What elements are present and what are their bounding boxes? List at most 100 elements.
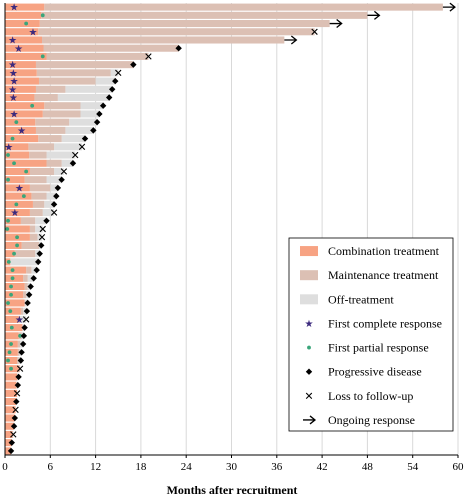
partial-response-marker <box>14 202 19 207</box>
ongoing-response-marker <box>284 35 298 45</box>
progressive-disease-marker <box>15 373 22 381</box>
progressive-disease-marker <box>96 110 103 118</box>
progressive-disease-marker <box>14 381 22 389</box>
combination-bar <box>5 430 13 438</box>
partial-response-marker <box>9 284 13 289</box>
complete-response-marker: ★ <box>8 60 17 71</box>
combination-bar <box>5 184 30 192</box>
maintenance-bar <box>29 167 55 176</box>
combination-bar <box>5 20 40 28</box>
progressive-disease-marker <box>43 217 50 224</box>
partial-response-marker <box>10 276 15 281</box>
maintenance-bar <box>29 209 43 217</box>
off-treatment-bar <box>46 176 62 184</box>
combination-bar <box>5 266 27 274</box>
loss-to-follow-up-marker <box>22 316 30 323</box>
progressive-disease-marker <box>13 398 20 405</box>
partial-response-marker <box>5 227 10 231</box>
maintenance-bar <box>18 315 21 323</box>
maintenance-bar <box>24 176 47 184</box>
maintenance-bar <box>42 110 81 118</box>
complete-response-marker: ★ <box>9 93 18 104</box>
progressive-disease-marker <box>20 332 28 340</box>
loss-to-follow-up-marker <box>39 225 46 233</box>
legend-frame <box>288 237 454 432</box>
complete-response-marker: ★ <box>4 142 13 153</box>
legend-swatch <box>300 246 318 257</box>
combination-bar <box>5 398 17 406</box>
progressive-disease-marker <box>58 176 65 183</box>
partial-response-marker <box>9 342 13 346</box>
off-treatment-bar <box>46 151 76 159</box>
loss-to-follow-up-marker <box>10 431 17 438</box>
loss-to-follow-up-marker <box>78 143 86 151</box>
maintenance-bar <box>38 28 315 36</box>
partial-response-marker <box>6 218 10 223</box>
progressive-disease-marker <box>19 340 27 348</box>
combination-bar <box>5 167 30 176</box>
maintenance-bar <box>35 85 66 93</box>
progressive-disease-marker <box>27 283 34 290</box>
combination-bar <box>5 44 44 52</box>
legend-swatch <box>300 270 318 281</box>
combination-bar <box>5 118 36 126</box>
complete-response-marker: ★ <box>9 68 18 79</box>
loss-to-follow-up-marker <box>50 209 58 216</box>
complete-response-marker: ★ <box>8 85 17 96</box>
progressive-disease-marker <box>8 439 15 446</box>
combination-bar <box>5 373 18 381</box>
maintenance-bar <box>46 52 149 60</box>
x-tick-label: 30 <box>226 461 238 473</box>
partial-response-marker <box>6 177 10 182</box>
maintenance-bar <box>35 61 134 69</box>
combination-bar <box>5 93 35 102</box>
x-tick-label: 48 <box>362 461 374 473</box>
partial-response-marker <box>6 301 10 305</box>
ongoing-response-marker <box>329 19 343 29</box>
maintenance-bar <box>20 307 24 315</box>
loss-to-follow-up-marker <box>60 168 68 175</box>
partial-response-marker <box>9 366 13 371</box>
maintenance-bar <box>29 233 38 241</box>
patient-bars <box>5 3 443 455</box>
legend: Combination treatment Maintenance treatme… <box>288 237 454 432</box>
maintenance-bar <box>41 11 368 19</box>
combination-bar <box>5 102 45 110</box>
legend-swatch <box>300 294 318 305</box>
loss-to-follow-up-marker <box>38 234 46 241</box>
combination-bar <box>5 217 21 225</box>
complete-response-marker: ★ <box>10 77 19 88</box>
maintenance-bar <box>21 241 39 249</box>
ongoing-response-marker <box>303 415 317 425</box>
event-markers: ★★★★★★★★★★★★★★★ <box>4 2 456 455</box>
off-treatment-bar <box>54 143 83 151</box>
combination-bar <box>5 250 15 258</box>
combination-bar <box>5 209 30 217</box>
partial-response-marker <box>18 333 22 338</box>
partial-response-marker <box>6 259 11 264</box>
x-tick-label: 60 <box>453 461 465 473</box>
off-treatment-bar <box>50 184 58 192</box>
loss-to-follow-up-marker <box>13 390 21 397</box>
off-treatment-bar <box>65 126 94 134</box>
partial-response-marker <box>15 243 19 248</box>
partial-response-marker <box>21 194 26 199</box>
progressive-disease-marker <box>36 250 43 257</box>
combination-bar <box>5 159 47 167</box>
maintenance-bar <box>41 36 285 44</box>
partial-response-marker <box>10 268 15 272</box>
off-treatment-bar <box>35 225 43 233</box>
off-treatment-bar <box>110 69 119 77</box>
progressive-disease-marker <box>99 102 107 109</box>
maintenance-bar <box>38 77 96 85</box>
maintenance-bar <box>43 44 179 52</box>
ongoing-response-marker <box>442 2 456 12</box>
x-tick-label: 54 <box>407 461 419 473</box>
partial-response-marker <box>40 54 45 59</box>
off-treatment-bar <box>95 77 116 85</box>
combination-bar <box>5 85 36 93</box>
combination-bar <box>5 406 16 414</box>
combination-bar <box>5 52 47 60</box>
combination-bar <box>5 307 21 315</box>
